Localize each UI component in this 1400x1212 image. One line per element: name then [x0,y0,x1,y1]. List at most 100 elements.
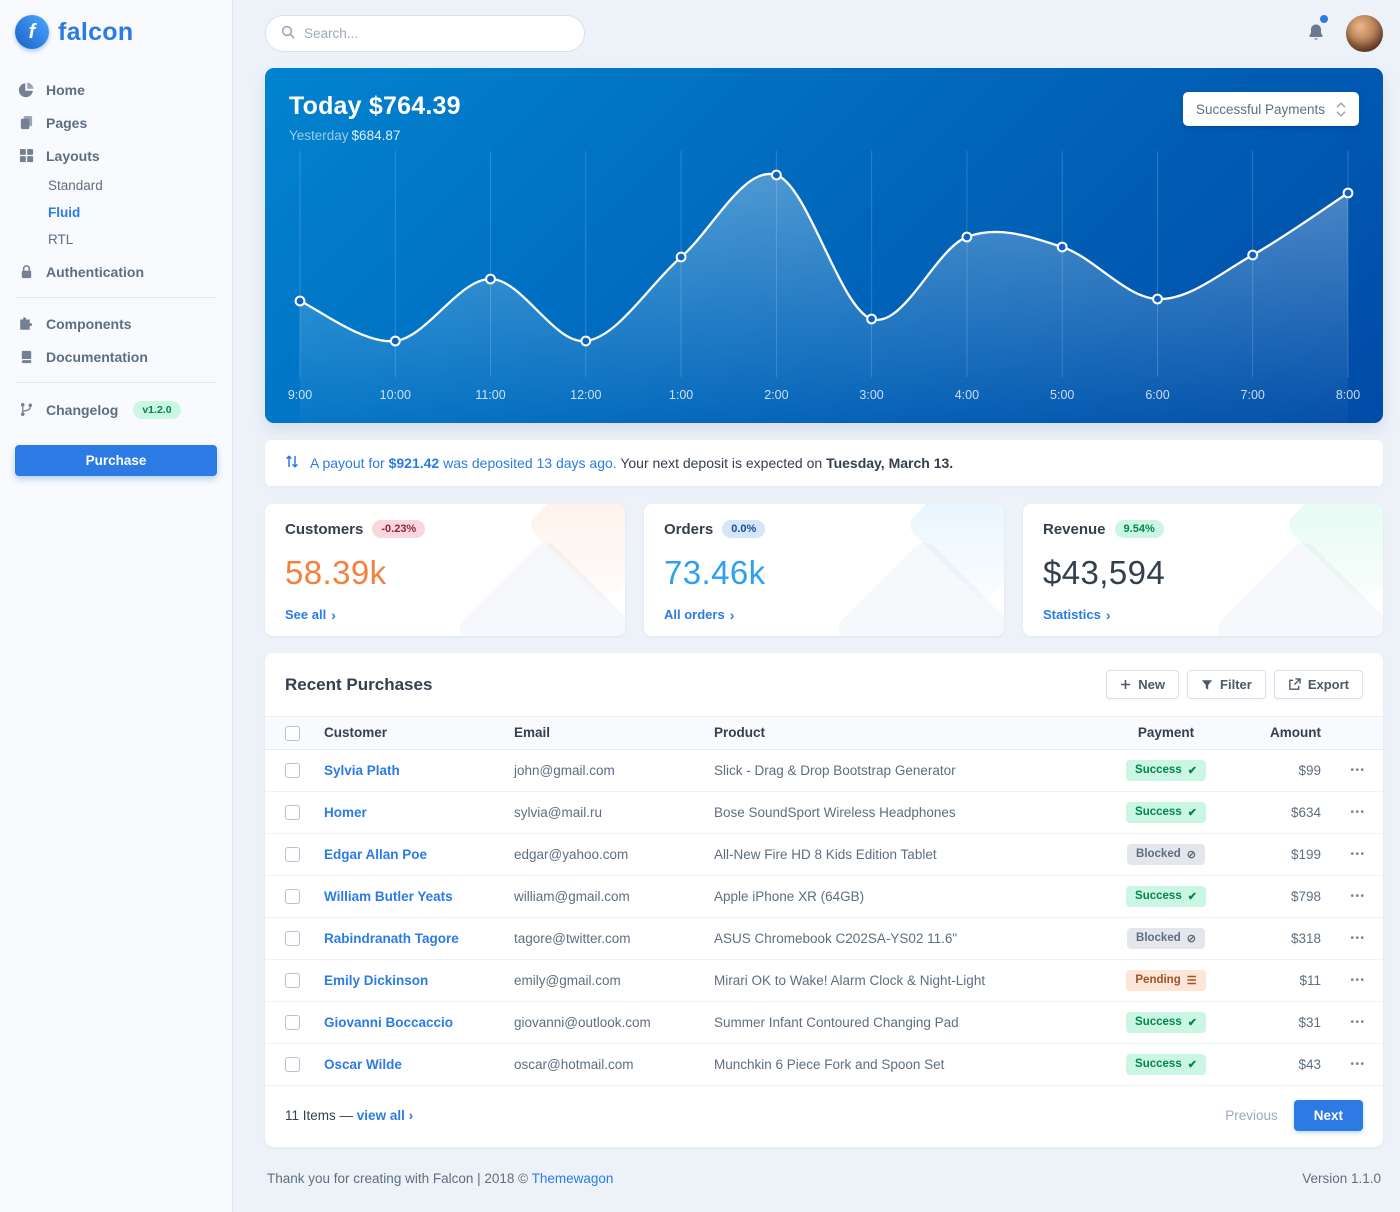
row-menu-button[interactable]: ••• [1346,1013,1369,1032]
search-input[interactable] [304,26,569,41]
sidebar-item-label: Authentication [46,263,144,280]
book-icon [17,349,35,364]
amount-cell: $199 [1241,833,1333,876]
row-menu-button[interactable]: ••• [1346,761,1369,780]
amount-cell: $634 [1241,791,1333,834]
sidebar-divider [15,297,217,298]
stat-value: $43,594 [1043,553,1166,591]
x-axis-tick: 10:00 [380,388,411,402]
filter-button[interactable]: Filter [1187,670,1266,699]
sidebar-item-label: Changelog [46,401,119,418]
product-cell: ASUS Chromebook C202SA-YS02 11.6" [702,917,1091,960]
stat-value: 73.46k [664,553,766,591]
plus-icon [1121,680,1131,689]
next-page-button[interactable]: Next [1293,1099,1363,1131]
sidebar-item-components[interactable]: Components [15,307,217,340]
chevron-right-icon: › [408,1106,414,1123]
chart-point [485,273,496,285]
page-footer: Thank you for creating with Falcon | 201… [265,1147,1383,1212]
purchase-row: Oscar Wilde oscar@hotmail.com Munchkin 6 P… [265,1043,1383,1086]
pie-chart-icon [17,82,35,98]
chart-point [1247,249,1259,261]
payment-type-select[interactable]: Successful Payments [1182,92,1359,126]
row-menu-button[interactable]: ••• [1346,887,1369,906]
themewagon-link[interactable]: Themewagon [531,1170,614,1186]
row-menu-button[interactable]: ••• [1346,929,1369,948]
customer-link[interactable]: William Butler Yeats [324,888,453,904]
purchase-button[interactable]: Purchase [15,445,217,476]
chart-point [961,231,973,243]
main-content: Today $764.39 Yesterday$684.87 Successfu… [233,0,1400,1212]
sort-arrows-icon [1336,101,1346,117]
customer-link[interactable]: Emily Dickinson [324,972,429,988]
row-checkbox[interactable] [285,931,300,947]
see-all-link[interactable]: See all › [285,606,336,623]
avatar[interactable] [1346,15,1383,52]
notifications-button[interactable] [1302,15,1330,49]
sidebar-item-layouts[interactable]: Layouts [15,139,217,172]
email-cell: oscar@hotmail.com [502,1043,702,1086]
payout-link[interactable]: A payout for $921.42 was deposited 13 da… [310,455,617,471]
purchases-title: Recent Purchases [285,674,433,694]
sidebar-item-authentication[interactable]: Authentication [15,255,217,288]
sidebar-item-rtl[interactable]: RTL [48,232,74,247]
column-header-email: Email [502,716,702,750]
sidebar-item-fluid[interactable]: Fluid [48,205,81,220]
ban-icon: ⊘ [1186,932,1196,945]
view-all-link[interactable]: view all › [356,1106,414,1123]
chart-point [580,335,592,347]
row-menu-button[interactable]: ••• [1346,1055,1369,1074]
all-orders-link[interactable]: All orders › [664,606,735,623]
row-checkbox[interactable] [285,847,300,863]
row-checkbox[interactable] [285,973,300,989]
row-menu-button[interactable]: ••• [1346,803,1369,822]
sidebar-item-home[interactable]: Home [15,73,217,106]
table-header-row: Customer Email Product Payment Amount [265,716,1383,750]
payment-status-badge: Success ✔ [1126,1053,1206,1075]
row-checkbox[interactable] [285,805,300,821]
stat-title: Orders [664,520,714,538]
sidebar-item-documentation[interactable]: Documentation [15,340,217,373]
row-checkbox[interactable] [285,1015,300,1031]
row-menu-button[interactable]: ••• [1346,971,1369,990]
footer-version: Version 1.1.0 [1302,1170,1381,1186]
new-button[interactable]: New [1106,670,1180,699]
previous-page-link[interactable]: Previous [1225,1107,1278,1123]
customer-link[interactable]: Oscar Wilde [324,1056,402,1072]
payment-status-badge: Success ✔ [1126,1011,1206,1033]
payout-banner: A payout for $921.42 was deposited 13 da… [265,440,1383,486]
customer-link[interactable]: Giovanni Boccaccio [324,1014,454,1030]
recent-purchases-card: Recent Purchases New Filter Export [265,653,1383,1147]
notification-dot [1320,15,1328,23]
product-cell: All-New Fire HD 8 Kids Edition Tablet [702,833,1091,876]
email-cell: sylvia@mail.ru [502,791,702,834]
product-cell: Bose SoundSport Wireless Headphones [702,791,1091,834]
email-cell: tagore@twitter.com [502,917,702,960]
sidebar-item-standard[interactable]: Standard [48,178,103,193]
x-axis-tick: 8:00 [1336,388,1360,402]
export-button[interactable]: Export [1273,670,1363,699]
row-checkbox[interactable] [285,889,300,905]
select-all-checkbox[interactable] [285,725,300,741]
customer-link[interactable]: Homer [324,804,367,820]
stat-value: 58.39k [285,553,387,591]
stream-icon: ☰ [1186,974,1197,987]
check-icon: ✔ [1187,764,1197,777]
customer-link[interactable]: Edgar Allan Poe [324,846,428,862]
brand-logo[interactable]: f falcon [15,15,217,49]
row-checkbox[interactable] [285,763,300,779]
chart-point [389,335,401,347]
ban-icon: ⊘ [1186,848,1196,861]
row-checkbox[interactable] [285,1057,300,1073]
chart-point [294,295,306,307]
sidebar-item-pages[interactable]: Pages [15,106,217,139]
email-cell: edgar@yahoo.com [502,833,702,876]
customer-link[interactable]: Rabindranath Tagore [324,930,459,946]
x-axis-tick: 5:00 [1050,388,1074,402]
statistics-link[interactable]: Statistics › [1043,606,1111,623]
customer-link[interactable]: Sylvia Plath [324,762,400,778]
row-menu-button[interactable]: ••• [1346,845,1369,864]
sidebar-item-changelog[interactable]: Changelog v1.2.0 [15,392,217,427]
falcon-logo-icon: f [15,15,49,49]
amount-cell: $31 [1241,1001,1333,1044]
